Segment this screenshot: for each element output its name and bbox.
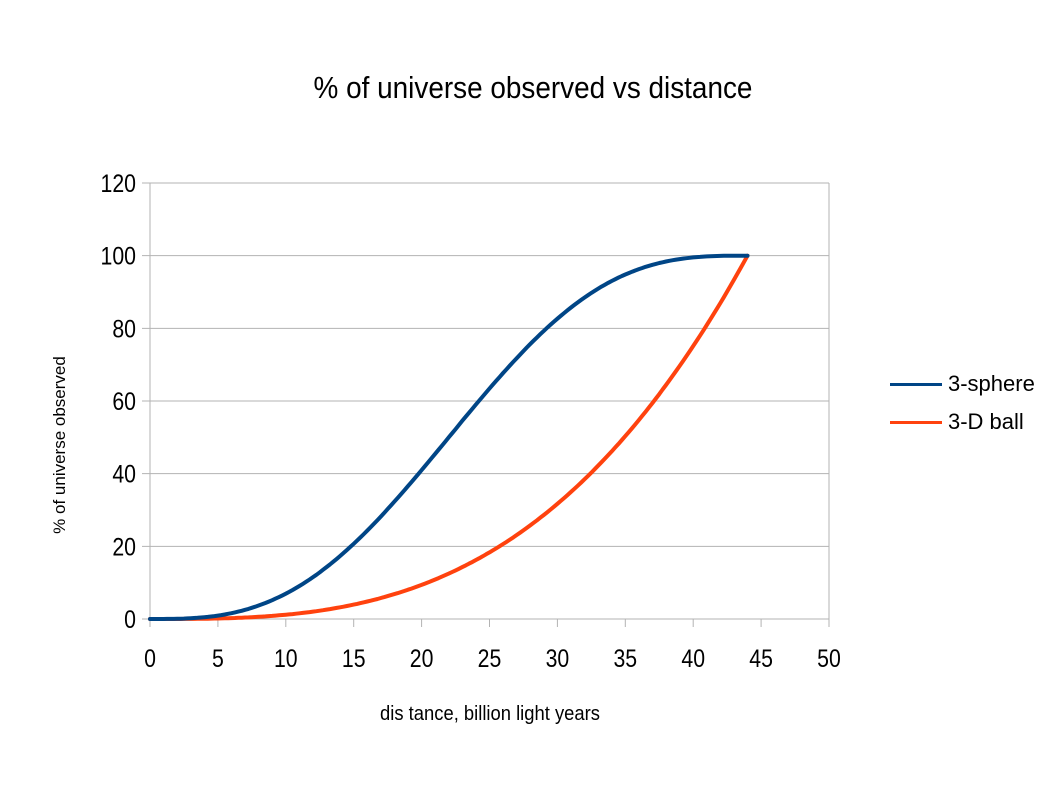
y-tick-label: 80 — [112, 315, 136, 343]
x-tick-label: 5 — [212, 644, 224, 672]
legend-item-3-sphere: 3-sphere — [890, 365, 1035, 403]
series-line-3-d-ball — [148, 253, 750, 621]
x-tick-label: 15 — [342, 644, 366, 672]
x-tick-label: 45 — [749, 644, 773, 672]
y-tick-label: 20 — [112, 533, 136, 561]
series-line-3-sphere — [148, 253, 750, 621]
y-tick-label: 60 — [112, 387, 136, 415]
x-tick-label: 25 — [478, 644, 502, 672]
y-tick-label: 100 — [101, 242, 136, 270]
legend: 3-sphere 3-D ball — [890, 365, 1035, 441]
y-tick-label: 40 — [112, 460, 136, 488]
legend-line-icon — [890, 382, 942, 386]
x-tick-label: 35 — [613, 644, 637, 672]
legend-label: 3-sphere — [948, 371, 1035, 396]
y-tick-label: 0 — [124, 605, 136, 633]
x-tick-label: 30 — [546, 644, 570, 672]
x-axis-title: dis tance, billion light years — [380, 703, 600, 725]
x-tick-label: 0 — [144, 644, 156, 672]
x-tick-label: 10 — [274, 644, 298, 672]
legend-item-3-d-ball: 3-D ball — [890, 403, 1035, 441]
legend-label: 3-D ball — [948, 409, 1024, 434]
x-tick-label: 50 — [817, 644, 841, 672]
x-tick-label: 20 — [410, 644, 434, 672]
chart-title: % of universe observed vs distance — [313, 70, 753, 105]
x-tick-label: 40 — [681, 644, 705, 672]
y-axis-title: % of universe observed — [50, 356, 69, 534]
legend-line-icon — [890, 420, 942, 424]
y-tick-label: 120 — [101, 169, 136, 197]
